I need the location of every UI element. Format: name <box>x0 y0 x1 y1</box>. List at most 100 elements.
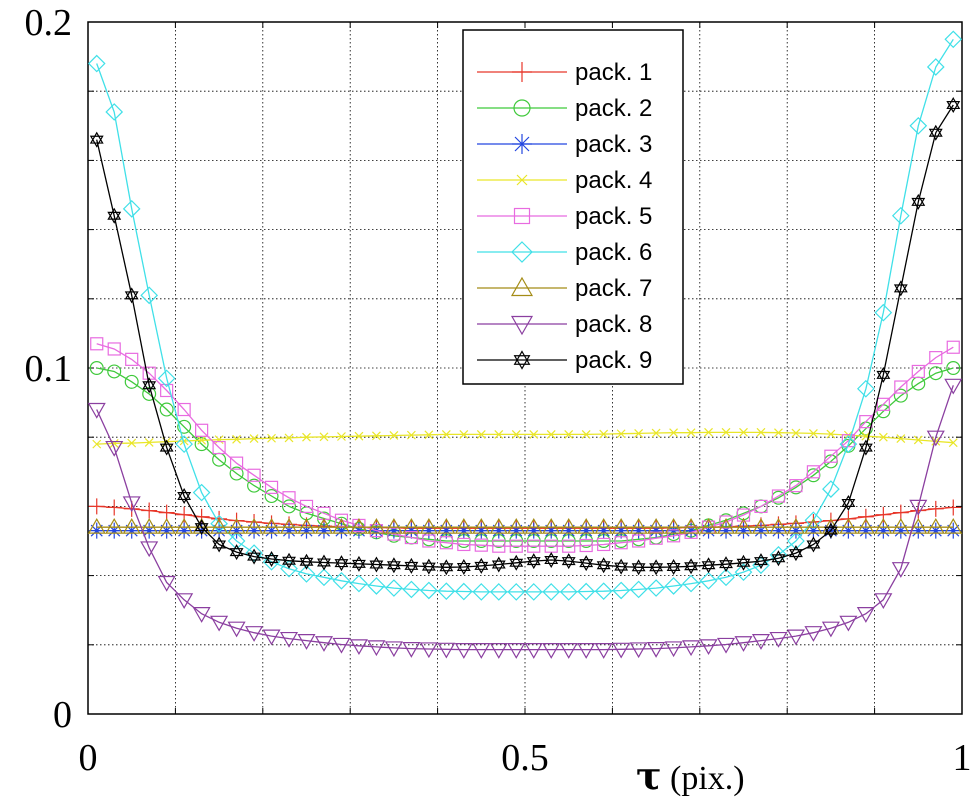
legend-label: pack. 2 <box>575 95 652 122</box>
data-point <box>125 352 139 366</box>
data-point <box>87 54 106 73</box>
data-point <box>839 435 858 453</box>
data-point <box>543 522 560 539</box>
data-point <box>454 517 473 534</box>
data-point <box>612 642 631 659</box>
data-point <box>420 522 437 539</box>
data-point <box>821 517 840 534</box>
legend-item: pack. 2 <box>477 95 652 122</box>
data-point <box>946 340 960 354</box>
data-point <box>334 513 349 527</box>
legend-item: pack. 6 <box>477 239 652 266</box>
data-point <box>649 559 664 576</box>
legend-item: pack. 5 <box>477 203 652 230</box>
data-point <box>105 440 124 457</box>
data-point <box>367 517 386 534</box>
data-point <box>211 522 228 539</box>
data-point <box>734 636 753 652</box>
series-5 <box>90 337 960 553</box>
data-point <box>422 534 436 548</box>
legend-label: pack. 9 <box>575 347 652 374</box>
data-point <box>612 581 630 600</box>
data-point <box>457 537 471 552</box>
data-point <box>384 517 403 534</box>
y-tick-label: 0.2 <box>25 2 73 44</box>
data-point <box>263 522 280 539</box>
data-point <box>893 388 908 403</box>
axis-labels: τ (pix.) <box>636 753 745 798</box>
data-point <box>282 552 296 569</box>
data-point <box>944 378 963 395</box>
data-point <box>579 538 593 553</box>
data-point <box>664 517 683 534</box>
data-point <box>529 430 539 439</box>
data-point <box>157 517 176 534</box>
legend-item: pack. 1 <box>477 59 652 86</box>
y-tick-label: 0 <box>53 694 72 736</box>
data-point <box>874 593 893 610</box>
legend-item: pack. 8 <box>477 311 652 338</box>
data-point <box>349 517 368 534</box>
data-point <box>786 517 805 534</box>
data-point <box>946 361 961 376</box>
data-point <box>577 517 596 534</box>
data-point <box>736 554 751 571</box>
data-point <box>122 517 141 534</box>
data-point <box>472 583 491 601</box>
data-point <box>212 440 226 455</box>
data-point <box>282 491 296 505</box>
legend-label: pack. 4 <box>575 167 652 194</box>
data-point <box>669 428 679 438</box>
data-point <box>734 563 753 581</box>
data-point <box>298 522 315 539</box>
data-point <box>701 557 716 574</box>
data-point <box>630 522 647 539</box>
data-point <box>858 439 873 456</box>
data-point <box>385 522 402 539</box>
data-point <box>210 615 229 632</box>
data-point <box>891 562 910 578</box>
data-point <box>527 539 541 553</box>
data-point <box>770 522 787 539</box>
data-point <box>122 199 141 218</box>
legend-label: pack. 5 <box>575 203 652 230</box>
data-point <box>157 575 176 592</box>
series-9 <box>89 97 961 576</box>
data-point <box>402 517 421 534</box>
data-point <box>666 529 681 543</box>
data-point <box>456 558 471 575</box>
data-point <box>948 438 958 448</box>
data-point <box>874 303 893 322</box>
data-point <box>631 559 646 576</box>
data-point <box>385 579 403 597</box>
data-point <box>367 577 386 595</box>
data-point <box>841 434 855 448</box>
data-point <box>892 522 909 539</box>
legend-marker <box>513 99 531 117</box>
data-point <box>107 342 121 356</box>
data-point <box>194 437 209 452</box>
series-8 <box>87 378 963 659</box>
data-point <box>511 430 521 439</box>
data-point <box>894 380 908 394</box>
x-axis-title-unit: (pix.) <box>670 760 745 797</box>
data-point <box>524 517 543 534</box>
data-point <box>175 517 194 534</box>
data-point <box>229 544 244 561</box>
data-point <box>826 429 836 439</box>
axis-ticks: 0 0.5 1 0 0.1 0.2 <box>25 2 971 779</box>
data-point <box>437 517 456 534</box>
data-point <box>92 439 102 449</box>
data-point <box>664 641 683 658</box>
series-line <box>96 343 954 547</box>
data-point <box>107 364 122 379</box>
data-point <box>876 366 891 383</box>
legend-marker <box>510 276 534 297</box>
data-point <box>175 593 194 610</box>
data-point <box>299 499 314 513</box>
data-point <box>700 522 717 539</box>
data-point <box>821 621 840 638</box>
data-point <box>751 517 771 534</box>
legend-label: pack. 6 <box>575 239 652 266</box>
data-point <box>562 539 576 553</box>
